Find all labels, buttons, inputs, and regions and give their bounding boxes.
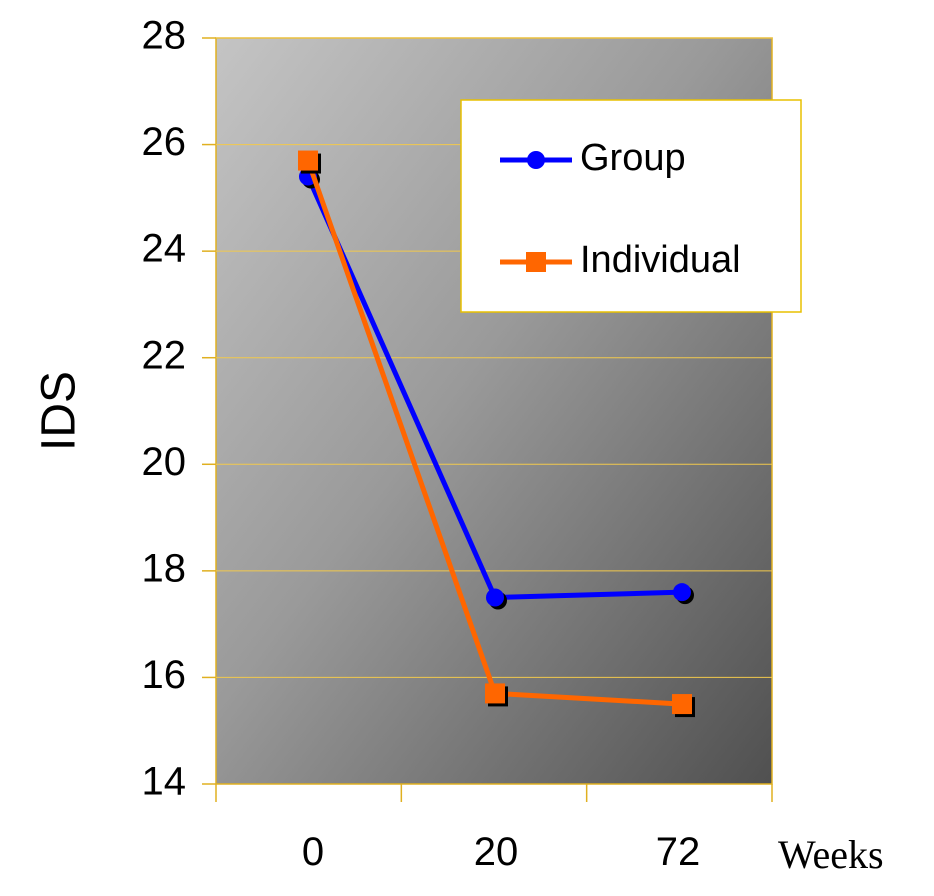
y-tick-label: 26 [142,120,187,164]
legend-label-individual: Individual [580,239,741,281]
y-tick-label: 14 [142,760,187,804]
data-point-group [486,588,504,607]
y-tick-label: 20 [142,440,187,484]
y-tick-label: 24 [142,227,187,271]
legend: Group Individual [460,99,802,313]
x-tick-labels: 0 20 72 [302,830,700,874]
y-tick-label: 28 [142,14,187,58]
data-point-individual [485,683,505,704]
x-axis-unit-label: Weeks [778,832,884,877]
x-tick-label: 72 [656,830,701,874]
data-point-individual [672,694,692,715]
data-point-group [673,583,691,602]
series-layer [298,150,695,718]
axes [215,784,773,802]
y-tick-label: 18 [142,546,187,590]
data-point-individual [298,150,318,171]
y-axis-label: IDS [33,371,86,451]
y-tick-labels: 14 16 18 20 22 24 26 28 [142,14,187,804]
legend-box [460,99,802,313]
x-tick-label: 20 [474,830,519,874]
y-tick-label: 22 [142,333,187,377]
y-tick-label: 16 [142,653,187,697]
legend-marker-individual [526,252,546,272]
legend-label-group: Group [580,137,686,179]
x-tick-label: 0 [302,830,324,874]
legend-marker-group [527,151,545,169]
